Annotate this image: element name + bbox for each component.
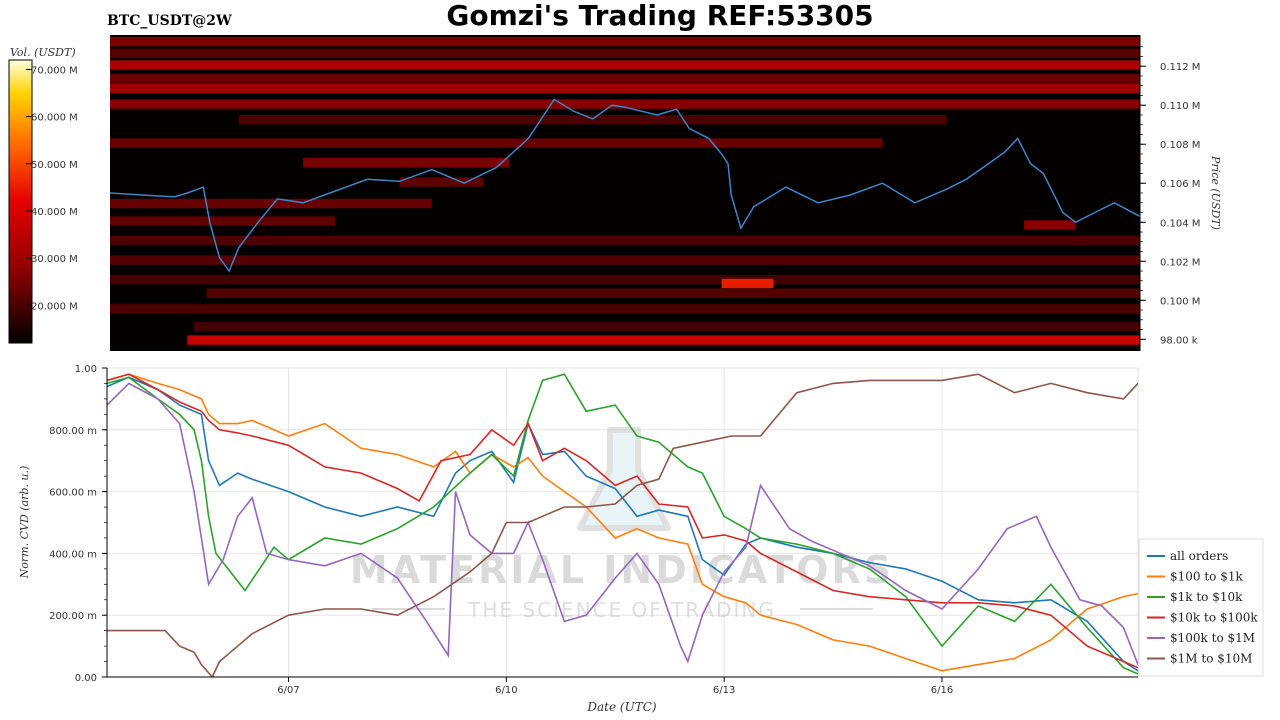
liquidity-band — [110, 83, 1140, 94]
price-tick-label: 0.106 M — [1160, 179, 1200, 190]
series-line-1 — [107, 373, 1138, 672]
liquidity-band — [110, 60, 1140, 70]
symbol-label: BTC_USDT@2W — [107, 13, 232, 29]
cvd-x-tick-label: 6/16 — [931, 685, 953, 696]
series-line-2 — [107, 373, 1138, 675]
cvd-x-tick-label: 6/13 — [713, 685, 735, 696]
chart-title: Gomzi's Trading REF:53305 — [446, 0, 873, 32]
price-tick-label: 0.102 M — [1160, 257, 1200, 268]
liquidity-band — [721, 278, 774, 289]
liquidity-band — [110, 198, 432, 209]
cvd-x-axis-label: Date (UTC) — [586, 700, 656, 714]
colorbar — [8, 59, 33, 344]
legend: all orders $100 to $1k $1k to $10k $10k to … — [1138, 538, 1264, 677]
colorbar-ticks: 70.000 M 60.000 M 50.000 M 40.000 M 30.000 M… — [26, 65, 78, 312]
price-tick-label: 0.112 M — [1160, 62, 1200, 73]
watermark-brand: MATERIAL INDICATORS — [350, 548, 894, 592]
series-line-4 — [107, 382, 1138, 665]
price-axis-label: Price (USDT) — [1209, 155, 1222, 230]
liquidity-band — [110, 216, 336, 226]
series-line-0 — [107, 376, 1138, 672]
liquidity-band — [206, 288, 1140, 298]
colorbar-tick-label: 70.000 M — [31, 65, 78, 76]
series-line-3 — [107, 373, 1138, 669]
liquidity-band — [110, 274, 1140, 285]
cvd-y-tick-label: 1.00 — [75, 364, 97, 375]
liquidity-band — [110, 36, 1140, 47]
colorbar-label: Vol. (USDT) — [10, 46, 76, 59]
colorbar-tick-label: 40.000 M — [31, 207, 78, 218]
cvd-y-tick-label: 600.00 m — [49, 488, 97, 499]
price-tick-label: 0.104 M — [1160, 218, 1200, 229]
liquidity-band — [110, 48, 1140, 59]
legend-label: all orders — [1170, 549, 1228, 563]
liquidity-band — [110, 255, 1140, 265]
cvd-panel: MATERIAL INDICATORS THE SCIENCE OF TRADI… — [18, 364, 1139, 714]
cvd-x-tick-label: 6/10 — [495, 685, 517, 696]
liquidity-band — [187, 335, 1140, 345]
liquidity-band — [110, 138, 883, 148]
price-tick-label: 98.00 k — [1160, 335, 1198, 346]
legend-label: $10k to $100k — [1170, 611, 1258, 625]
cvd-y-tick-label: 800.00 m — [49, 426, 97, 437]
colorbar-tick-label: 50.000 M — [31, 160, 78, 171]
cvd-y-axis-label: Norm. CVD (arb. u.) — [18, 466, 31, 580]
liquidity-band — [110, 235, 1140, 246]
cvd-y-tick-label: 400.00 m — [49, 549, 97, 560]
cvd-x-axis: 6/07 6/10 6/13 6/16 — [107, 676, 1138, 696]
liquidity-band — [110, 304, 1140, 314]
colorbar-tick-label: 30.000 M — [31, 254, 78, 265]
heatmap-panel: 0.112 M 0.110 M 0.108 M 0.106 M 0.104 M 0.102… — [110, 35, 1222, 351]
colorbar-tick-label: 60.000 M — [31, 113, 78, 124]
price-axis: 0.112 M 0.110 M 0.108 M 0.106 M 0.104 M 0.102… — [1139, 35, 1200, 351]
liquidity-band — [110, 74, 1140, 84]
price-tick-label: 0.108 M — [1160, 140, 1200, 151]
series-line-5 — [107, 373, 1138, 677]
legend-box — [1138, 538, 1264, 677]
cvd-y-tick-label: 200.00 m — [49, 611, 97, 622]
liquidity-band — [399, 177, 484, 187]
price-tick-label: 0.110 M — [1160, 101, 1200, 112]
cvd-y-axis: 1.00 800.00 m 600.00 m 400.00 m 200.00 m 0.00 — [49, 364, 108, 684]
price-tick-label: 0.100 M — [1160, 296, 1200, 307]
liquidity-band — [193, 321, 1140, 332]
liquidity-band — [110, 99, 1140, 109]
legend-label: $100 to $1k — [1170, 570, 1243, 584]
cvd-y-tick-label: 0.00 — [75, 673, 97, 684]
liquidity-band — [1024, 220, 1076, 230]
legend-label: $1M to $10M — [1170, 652, 1252, 666]
legend-label: $100k to $1M — [1170, 631, 1255, 645]
flask-logo — [577, 427, 671, 531]
watermark: MATERIAL INDICATORS THE SCIENCE OF TRADI… — [350, 427, 894, 622]
watermark-tagline: THE SCIENCE OF TRADING — [467, 598, 776, 622]
price-line — [110, 98, 1140, 273]
legend-label: $1k to $10k — [1170, 590, 1243, 604]
liquidity-band — [303, 157, 510, 168]
colorbar-tick-label: 20.000 M — [31, 301, 78, 312]
cvd-x-tick-label: 6/07 — [277, 685, 299, 696]
